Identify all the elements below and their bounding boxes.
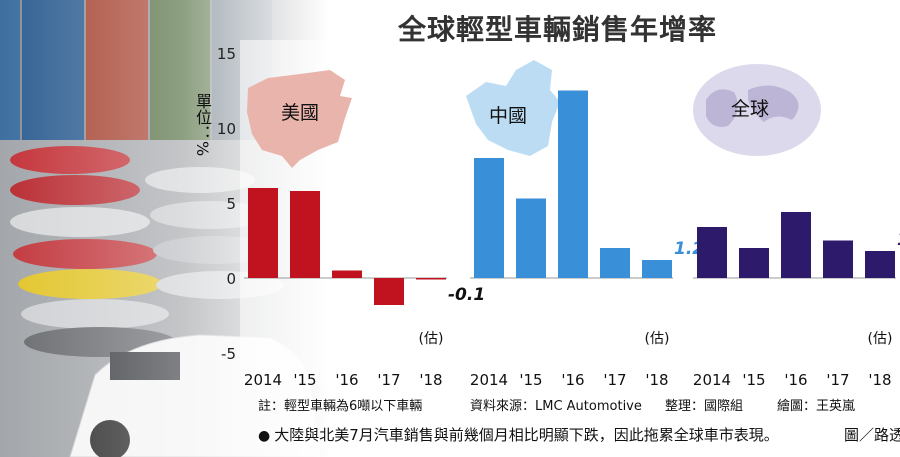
bar (823, 240, 853, 278)
x-tick-label: 2014 (470, 371, 508, 389)
estimate-mark: (估) (868, 331, 893, 347)
x-tick-label: '16 (784, 371, 807, 389)
bar (697, 227, 727, 278)
bar (374, 278, 404, 305)
data-label: 1.8 (897, 230, 900, 250)
x-tick-label: 2014 (244, 371, 282, 389)
axis-group: 15 10 5 0 -5 2014 '15 '16 '17 '18 (估) 2014 '15 '16 '17… (217, 45, 896, 389)
y-tick-label: 5 (226, 195, 236, 213)
x-tick-label: 2014 (693, 371, 731, 389)
x-tick-label: '15 (742, 371, 765, 389)
x-tick-label: '15 (519, 371, 542, 389)
caption: ● 大陸與北美7月汽車銷售與前幾個月相比明顯下跌，因此拖累全球車市表現。 (258, 424, 779, 445)
caption-bullet: ● (258, 428, 271, 444)
globe-continents (706, 85, 799, 127)
bar (290, 191, 320, 278)
x-tick-label: '15 (293, 371, 316, 389)
group-title-china: 中國 (489, 105, 527, 127)
x-tick-label: '17 (826, 371, 849, 389)
x-tick-label: '16 (335, 371, 358, 389)
x-tick-label: '17 (377, 371, 400, 389)
bar (248, 188, 278, 278)
bar (416, 278, 446, 280)
footnote-definition: 註：輕型車輛為6噸以下車輛 (258, 399, 423, 414)
group-title-us: 美國 (281, 102, 319, 124)
estimate-mark: (估) (419, 331, 444, 347)
bar (558, 90, 588, 278)
x-tick-label: '18 (868, 371, 891, 389)
bar (739, 248, 769, 278)
bars-group: -0.1 1.2 1.8 (248, 90, 900, 305)
bar (600, 248, 630, 278)
bar (865, 251, 895, 278)
footnote-editor: 整理：國際組 (665, 399, 744, 414)
unit-label: 單位：% (193, 93, 212, 157)
y-tick-label: 15 (217, 45, 236, 63)
footnote-artist: 繪圖：王英嵐 (777, 399, 856, 414)
x-tick-label: '18 (645, 371, 668, 389)
y-tick-label: 0 (226, 270, 236, 288)
x-tick-label: '16 (561, 371, 584, 389)
photo-credit: 圖／路透 (844, 426, 900, 444)
bar (332, 270, 362, 278)
x-tick-label: '18 (419, 371, 442, 389)
data-label: 1.2 (674, 239, 704, 259)
bar (516, 198, 546, 278)
x-tick-label: '17 (603, 371, 626, 389)
caption-text: 大陸與北美7月汽車銷售與前幾個月相比明顯下跌，因此拖累全球車市表現。 (274, 426, 779, 444)
footnote-source: 資料來源：LMC Automotive (470, 399, 642, 414)
group-title-global: 全球 (731, 98, 769, 120)
data-label: -0.1 (448, 285, 485, 305)
bar (781, 212, 811, 278)
us-map-silhouette (247, 70, 352, 168)
estimate-mark: (估) (645, 331, 670, 347)
chart-title: 全球輕型車輛銷售年增率 (398, 13, 718, 46)
china-map-silhouette (466, 60, 560, 156)
y-tick-label: 10 (217, 120, 236, 138)
bar (474, 158, 504, 278)
y-tick-label: -5 (221, 345, 236, 363)
bar (642, 260, 672, 278)
